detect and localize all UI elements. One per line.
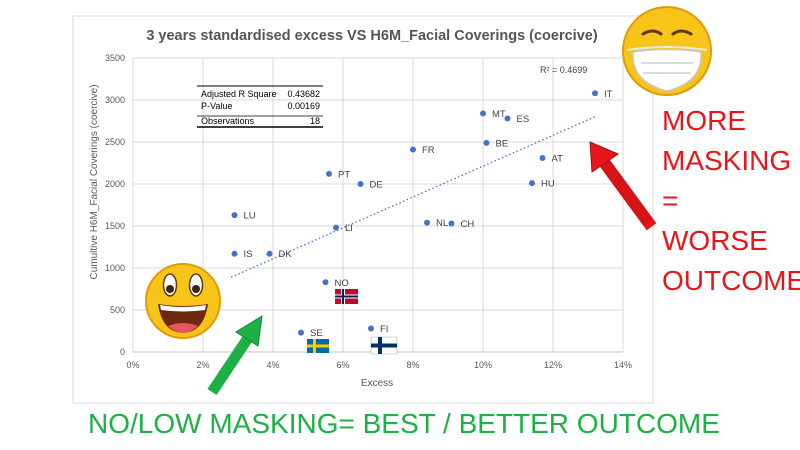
finland-flag-icon [370, 336, 398, 355]
point-label-se: SE [310, 328, 323, 339]
point-label-de: DE [370, 180, 383, 191]
point-label-li: LI [345, 223, 353, 234]
stats-value-0: 0.43682 [287, 89, 320, 99]
right-annotation-line-4: OUTCOME [662, 265, 800, 296]
chart-title: 3 years standardised excess VS H6M_Facia… [146, 28, 598, 44]
y-tick-label: 500 [110, 305, 125, 315]
point-label-mt: MT [492, 109, 506, 120]
x-tick-label: 4% [266, 360, 279, 370]
data-point-pt [326, 170, 332, 177]
tick-labels: 0 500 1000 1500 2000 2500 3000 3500 0% 2% 4% 6% 8% 10… [105, 53, 632, 370]
y-tick-label: 2500 [105, 137, 125, 147]
stats-value-2: 18 [310, 116, 320, 126]
data-point-li [333, 224, 339, 231]
point-label-es: ES [517, 114, 530, 125]
data-point-fr [410, 146, 416, 153]
y-tick-label: 1500 [105, 221, 125, 231]
stats-label-2: Observations [201, 116, 255, 126]
point-label-hu: HU [541, 179, 555, 190]
data-point-de [357, 181, 364, 187]
r-squared-label: R² = 0.4699 [540, 65, 587, 75]
x-tick-label: 8% [406, 360, 419, 370]
stats-value-1: 0.00169 [287, 101, 320, 111]
point-label-lu: LU [244, 211, 256, 222]
right-annotation: MORE MASKING = WORSE OUTCOME [662, 101, 800, 301]
stats-label-1: P-Value [201, 101, 232, 111]
point-label-dk: DK [279, 249, 293, 260]
right-annotation-line-2: = [662, 185, 679, 216]
point-label-is: IS [244, 249, 253, 260]
stats-label-0: Adjusted R Square [201, 89, 277, 99]
chart-frame [72, 15, 654, 404]
right-annotation-line-0: MORE [662, 105, 746, 136]
y-tick-label: 3500 [105, 53, 125, 63]
point-label-be: BE [496, 138, 509, 149]
y-tick-label: 2000 [105, 179, 125, 189]
data-point-nl [424, 219, 430, 226]
data-point-at [539, 154, 546, 161]
data-point-dk [266, 250, 273, 257]
point-label-fi: FI [380, 324, 388, 335]
right-annotation-line-1: MASKING [662, 145, 792, 176]
point-label-nl: NL [436, 218, 448, 229]
x-axis-label: Excess [361, 378, 393, 389]
data-point-is [231, 250, 238, 257]
point-label-at: AT [552, 153, 564, 164]
data-point-lu [231, 212, 238, 219]
data-point-no [322, 279, 329, 286]
face-with-mask-icon [622, 6, 712, 96]
sweden-flag-icon [307, 339, 329, 353]
point-label-it: IT [604, 89, 613, 100]
right-annotation-line-3: WORSE [662, 225, 768, 256]
point-label-ch: CH [461, 219, 475, 230]
norway-flag-icon [335, 289, 358, 304]
point-label-no: NO [335, 278, 349, 289]
stats-table: Adjusted R Square 0.43682 P-Value 0.0016… [197, 85, 323, 128]
y-tick-label: 1000 [105, 263, 125, 273]
point-label-pt: PT [338, 169, 350, 180]
green-arrow-icon [207, 315, 263, 396]
data-point-se [298, 329, 304, 336]
data-point-mt [480, 110, 486, 117]
x-tick-label: 0% [126, 360, 139, 370]
x-tick-label: 12% [544, 360, 562, 370]
x-tick-label: 14% [614, 360, 632, 370]
y-axis-label: Cumultive H6M_Facial Coverings (coercive… [89, 84, 100, 279]
bottom-annotation: NO/LOW MASKING= BEST / BETTER OUTCOME [88, 408, 720, 439]
data-point-it [592, 90, 598, 97]
red-arrow-icon [589, 141, 657, 231]
grinning-face-icon [145, 263, 221, 339]
y-tick-label: 3000 [105, 95, 125, 105]
data-points: IT MT ES BE FR AT PT DE HU LU NL CH LI IS DK NO SE FI [231, 89, 613, 339]
point-label-fr: FR [422, 145, 435, 156]
x-tick-label: 10% [474, 360, 492, 370]
data-point-hu [529, 180, 535, 187]
x-tick-label: 2% [196, 360, 209, 370]
y-tick-label: 0 [120, 347, 125, 357]
data-point-be [483, 139, 490, 146]
x-tick-label: 6% [336, 360, 349, 370]
data-point-fi [368, 325, 374, 332]
data-point-es [504, 115, 511, 122]
data-point-ch [448, 220, 455, 227]
